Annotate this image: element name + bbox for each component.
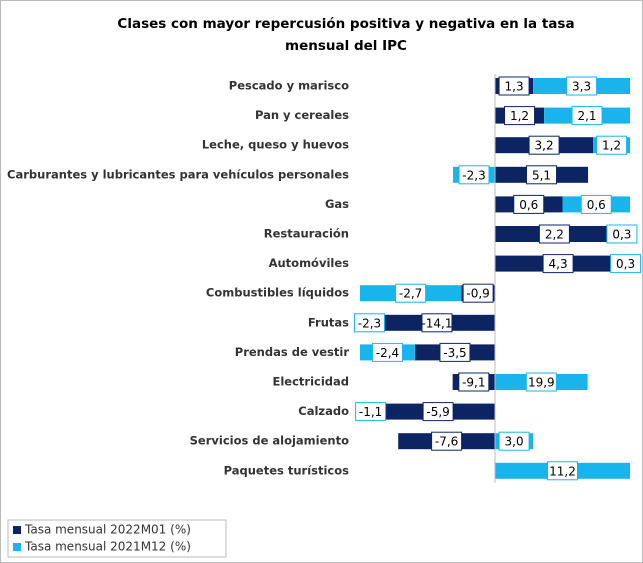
legend-label: Tasa mensual 2022M01 (%) xyxy=(24,523,191,537)
data-label-box xyxy=(458,165,490,185)
category-label: Frutas xyxy=(308,315,349,329)
category-label: Gas xyxy=(325,197,349,211)
data-label: -3,5 xyxy=(443,346,466,360)
data-label-box xyxy=(538,224,570,244)
data-label-box xyxy=(498,431,530,451)
category-label: Servicios de alojamiento xyxy=(190,434,349,448)
data-label-box xyxy=(526,165,558,185)
data-label: 3,0 xyxy=(505,435,524,449)
data-label-box xyxy=(566,76,598,96)
category-label: Combustibles líquidos xyxy=(206,286,349,300)
data-label: -2,3 xyxy=(358,316,381,330)
data-label-box xyxy=(395,283,427,303)
data-label-box xyxy=(462,283,494,303)
data-label: 0,6 xyxy=(587,198,606,212)
data-label-box xyxy=(439,342,471,362)
data-label-box xyxy=(422,402,454,422)
data-label-box xyxy=(547,461,578,481)
data-label: 3,3 xyxy=(572,80,591,94)
data-label: 0,3 xyxy=(616,257,635,271)
category-label: Pan y cereales xyxy=(255,108,349,122)
data-label-box xyxy=(571,106,603,126)
data-label: 3,2 xyxy=(535,139,554,153)
category-label: Automóviles xyxy=(269,256,350,270)
data-label-box xyxy=(371,342,403,362)
data-label: 2,1 xyxy=(577,109,596,123)
category-label: Pescado y marisco xyxy=(229,79,349,93)
data-label: 11,2 xyxy=(549,464,576,478)
legend-swatch xyxy=(13,543,21,551)
data-label: -9,1 xyxy=(462,376,485,390)
data-label: 0,3 xyxy=(612,228,631,242)
data-label: -7,6 xyxy=(435,435,458,449)
data-label: 1,2 xyxy=(510,109,529,123)
data-label: 4,3 xyxy=(549,257,568,271)
data-label: 0,6 xyxy=(519,198,538,212)
data-label-box xyxy=(542,254,574,274)
legend-swatch xyxy=(13,526,21,534)
data-label: -0,9 xyxy=(466,287,489,301)
data-label-box xyxy=(525,372,557,392)
data-label-box xyxy=(504,106,536,126)
data-label: -2,3 xyxy=(462,168,485,182)
category-label: Electricidad xyxy=(272,375,349,389)
data-label-box xyxy=(355,402,387,422)
data-label: -5,9 xyxy=(426,405,449,419)
data-label: 19,9 xyxy=(528,376,555,390)
category-label: Carburantes y lubricantes para vehículos… xyxy=(7,167,349,181)
category-label: Leche, queso y huevos xyxy=(202,138,349,152)
category-label: Paquetes turísticos xyxy=(224,463,350,477)
data-label: -1,1 xyxy=(359,405,382,419)
data-label-box xyxy=(421,313,453,333)
category-label: Calzado xyxy=(298,404,349,418)
data-label-box xyxy=(606,224,638,244)
data-label-box xyxy=(610,254,642,274)
legend-box xyxy=(7,519,227,558)
chart-title: Clases con mayor repercusión positiva y … xyxy=(117,16,575,54)
data-label-box xyxy=(458,372,490,392)
data-label: -2,4 xyxy=(376,346,399,360)
data-label: 5,1 xyxy=(532,168,551,182)
data-label-box xyxy=(596,135,628,155)
data-label-box xyxy=(498,76,530,96)
data-label: -2,7 xyxy=(399,287,422,301)
category-label: Prendas de vestir xyxy=(235,345,350,359)
data-label-box xyxy=(513,194,545,214)
category-label: Restauración xyxy=(264,227,349,241)
data-label: -14,1 xyxy=(421,316,452,330)
data-label-box xyxy=(353,313,385,333)
data-label-box xyxy=(580,194,612,214)
data-label: 1,2 xyxy=(602,139,621,153)
data-label: 1,3 xyxy=(505,80,524,94)
data-label-box xyxy=(431,431,463,451)
data-label: 2,2 xyxy=(545,228,564,242)
legend-label: Tasa mensual 2021M12 (%) xyxy=(24,540,191,554)
data-label-box xyxy=(528,135,560,155)
